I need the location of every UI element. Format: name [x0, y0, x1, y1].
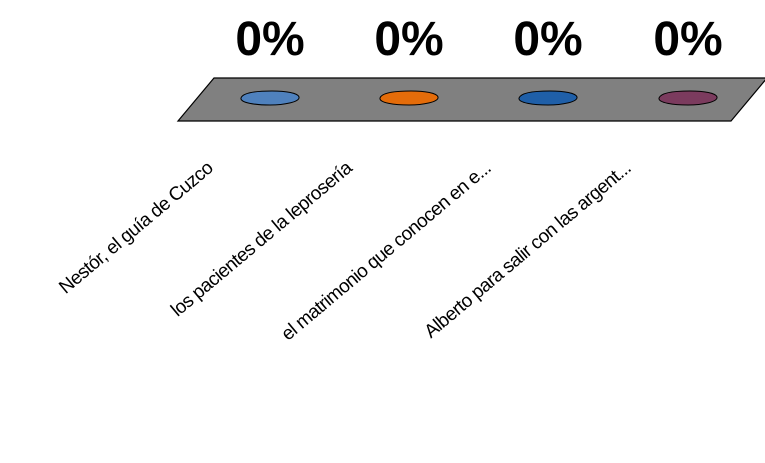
chart-floor: [176, 77, 765, 122]
bar-3: [518, 90, 578, 106]
data-label-3: 0%: [513, 13, 582, 66]
data-label-2: 0%: [374, 13, 443, 66]
category-label-1: Nestór, el guía de Cuzco: [55, 158, 217, 299]
bar-2: [379, 90, 439, 106]
data-label-4: 0%: [653, 13, 722, 66]
bar-1: [240, 90, 300, 106]
bar-top-2: [379, 90, 439, 106]
bar-top-1: [240, 90, 300, 106]
bar-top-3: [518, 90, 578, 106]
bar-4: [658, 90, 718, 106]
data-label-1: 0%: [235, 13, 304, 66]
bar-top-4: [658, 90, 718, 106]
